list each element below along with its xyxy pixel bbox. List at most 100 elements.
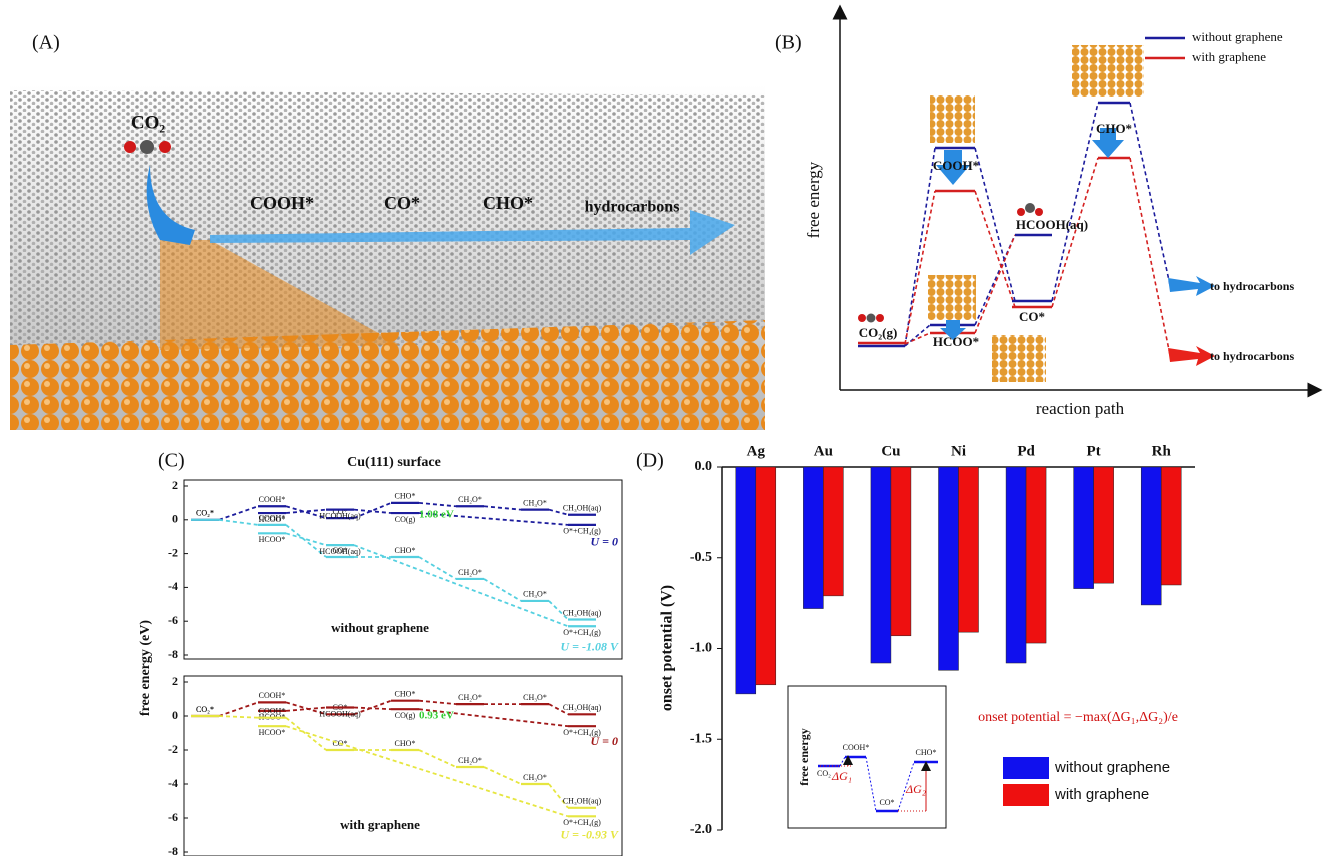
inset-state: CO* (879, 798, 894, 807)
level-label: CH₂O* (458, 568, 482, 577)
level-label: CO₂* (196, 509, 214, 518)
level-label: HCOO* (259, 535, 286, 544)
x-tick-label: Cu (881, 443, 900, 459)
connector (219, 702, 258, 716)
y-tick-label: -6 (168, 613, 178, 627)
bar (736, 467, 756, 694)
connector (286, 533, 326, 545)
x-tick-label: Pt (1087, 443, 1101, 459)
connector (419, 701, 456, 704)
state-label: CO₂(g) (859, 325, 898, 340)
legend-label: without graphene (1192, 29, 1283, 44)
level-label: CH₃O* (523, 590, 547, 599)
bar (959, 467, 979, 632)
y-tick-label: 0 (172, 708, 178, 722)
connector (219, 520, 258, 525)
graphene-sheet (10, 90, 765, 350)
level-label: COOH* (259, 514, 286, 523)
x-axis-label: reaction path (1036, 399, 1125, 418)
atom (876, 314, 884, 322)
level-label: COOH* (259, 707, 286, 716)
intermediate-label: CHO* (483, 193, 533, 213)
level-label: CO(g) (395, 515, 416, 524)
panel-label: (C) (158, 450, 185, 472)
panel-label: (B) (775, 32, 802, 54)
chart-title: Cu(111) surface (347, 455, 441, 470)
inset-y-label: free energy (797, 728, 811, 785)
y-tick-label: -2 (168, 742, 178, 756)
connector (419, 557, 456, 579)
connector (286, 718, 326, 750)
level-label: CH₃O* (523, 693, 547, 702)
bar (891, 467, 911, 636)
y-tick-label: -2.0 (690, 822, 712, 837)
x-tick-label: Au (814, 443, 833, 459)
panel-b: (B) free energy reaction path (775, 12, 1315, 418)
x-tick-label: Rh (1152, 443, 1172, 459)
y-tick-label: -4 (168, 579, 178, 593)
level-label: CHO* (395, 546, 416, 555)
figure: (A) CO₂ COOH* CO* CHO* hydrocarbons (B) … (0, 0, 1325, 856)
inset-state: CO₂ (817, 769, 831, 778)
panel-label: (A) (32, 32, 60, 54)
chart-subtitle: without graphene (331, 620, 429, 635)
atom (140, 140, 154, 154)
delta-label: ΔG₂ (905, 782, 926, 796)
level-label: O*+CH₄(g) (563, 728, 601, 737)
panel-label: (D) (636, 450, 664, 472)
level-label: O*+CH₄(g) (563, 818, 601, 827)
state-label: CHO* (1096, 121, 1132, 136)
connector (286, 726, 568, 816)
connector (484, 506, 521, 509)
atom (1017, 208, 1025, 216)
y-axis-label: free energy (eV) (138, 620, 153, 716)
annotation: 0.93 eV (419, 710, 454, 722)
y-tick-label: 0 (172, 512, 178, 526)
level-label: CH₃OH(aq) (563, 797, 602, 806)
connector (354, 545, 568, 626)
bar (756, 467, 776, 685)
level-label: CO₂* (196, 705, 214, 714)
atom (124, 141, 136, 153)
bar (939, 467, 959, 670)
level-label: CH₂O* (458, 756, 482, 765)
level-label: HCOOH(aq) (319, 547, 361, 556)
connector (219, 506, 258, 520)
level-label: HCOOH(aq) (319, 709, 361, 718)
chart-subtitle: with graphene (340, 817, 420, 832)
level-label: HCOO* (259, 728, 286, 737)
level-label: CHO* (395, 492, 416, 501)
connector (419, 750, 456, 767)
x-tick-label: Ag (747, 443, 766, 459)
bar (1141, 467, 1161, 605)
atom (858, 314, 866, 322)
bar (1094, 467, 1114, 583)
y-tick-label: -4 (168, 776, 178, 790)
bar (1161, 467, 1181, 585)
level-label: COOH* (259, 691, 286, 700)
y-tick-label: 2 (172, 478, 178, 492)
panel-a: (A) CO₂ COOH* CO* CHO* hydrocarbons (10, 32, 765, 430)
y-tick-label: 2 (172, 674, 178, 688)
bar (1026, 467, 1046, 643)
atom (1035, 208, 1043, 216)
intermediate-label: COOH* (250, 193, 314, 213)
energy-levels (858, 103, 1130, 346)
y-tick-label: -8 (168, 844, 178, 856)
level-label: CH₃OH(aq) (563, 608, 602, 617)
bar (1074, 467, 1094, 589)
level-label: CHO* (395, 739, 416, 748)
state-label: HCOO* (933, 334, 979, 349)
legend-label: with graphene (1192, 49, 1266, 64)
arrow-right (1168, 346, 1215, 366)
legend-swatch (1003, 757, 1049, 779)
atom (1025, 203, 1035, 213)
y-tick-label: -2 (168, 545, 178, 559)
arrow-right (1168, 276, 1215, 296)
y-tick-label: -6 (168, 810, 178, 824)
connector (484, 579, 521, 601)
series-name: U = -0.93 V (560, 828, 619, 842)
atom (159, 141, 171, 153)
level-label: CO(g) (395, 711, 416, 720)
connector (484, 767, 521, 784)
